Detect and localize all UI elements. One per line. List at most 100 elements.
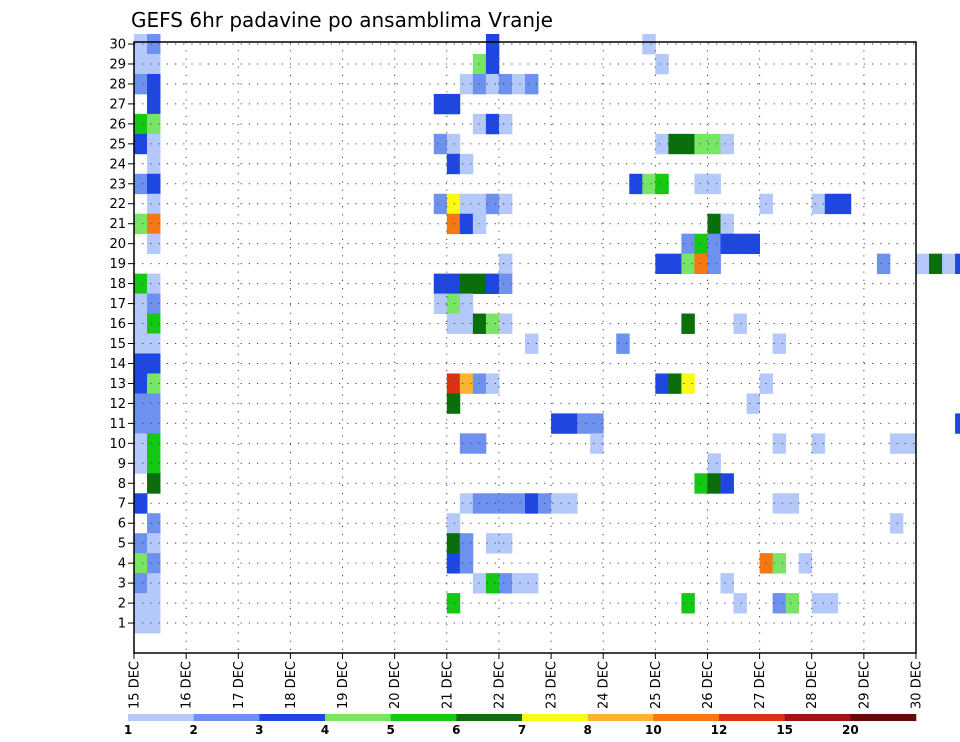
heatmap-cell (147, 593, 161, 614)
heatmap-cell (147, 133, 161, 155)
heatmap-cell (733, 313, 747, 334)
heatmap-cell (551, 493, 565, 514)
y-tick-label: 7 (118, 497, 126, 512)
heatmap-cell (134, 433, 148, 454)
heatmap-cell (707, 233, 721, 255)
heatmap-cell (459, 193, 474, 215)
heatmap-cell (134, 393, 148, 414)
heatmap-cell (902, 433, 917, 454)
legend-label: 10 (645, 723, 662, 737)
heatmap-cell (694, 133, 708, 155)
y-tick-label: 25 (109, 137, 126, 152)
x-tick-label: 22 DEC (492, 661, 507, 709)
heatmap-cell (772, 493, 787, 514)
heatmap-cell (916, 253, 930, 275)
heatmap-cell (134, 213, 148, 235)
heatmap-cell (746, 393, 760, 414)
heatmap-cell (459, 293, 474, 314)
heatmap-cell (147, 113, 161, 135)
heatmap-cell (668, 373, 682, 394)
y-tick-label: 15 (109, 337, 126, 352)
heatmap-cell (485, 273, 500, 294)
x-tick-label: 29 DEC (857, 661, 872, 709)
y-tick-label: 12 (109, 397, 126, 412)
heatmap-cell (446, 193, 461, 215)
y-tick-label: 19 (109, 257, 126, 272)
y-tick-label: 30 (109, 37, 126, 52)
heatmap-cell (929, 253, 943, 275)
y-tick-label: 17 (109, 297, 126, 312)
heatmap-cell (147, 233, 161, 255)
heatmap-cell (942, 253, 956, 275)
heatmap-cell (498, 273, 513, 294)
x-tick-label: 24 DEC (597, 661, 612, 709)
heatmap-cell (525, 573, 539, 594)
heatmap-cell (433, 273, 448, 294)
y-tick-label: 13 (109, 377, 126, 392)
heatmap-cell (446, 293, 461, 314)
legend-label: 5 (386, 723, 394, 737)
heatmap-cell (655, 53, 669, 75)
heatmap-cell (498, 113, 513, 135)
heatmap-cell (564, 493, 578, 514)
heatmap-cell (134, 53, 148, 75)
x-tick-label: 17 DEC (232, 661, 247, 709)
y-tick-label: 20 (109, 237, 126, 252)
heatmap-cell (485, 193, 500, 215)
heatmap-cell (525, 73, 539, 95)
y-tick-label: 8 (118, 477, 126, 492)
heatmap-cell (694, 233, 708, 255)
y-tick-label: 14 (109, 357, 126, 372)
heatmap-cell (668, 253, 682, 275)
legend-label: 20 (842, 723, 859, 737)
heatmap-cell (134, 573, 148, 594)
heatmap-cell (485, 373, 500, 394)
heatmap-cell (955, 413, 960, 434)
heatmap-cell (147, 533, 161, 554)
heatmap-cell (498, 193, 513, 215)
heatmap-cell (616, 333, 630, 354)
legend-label: 4 (321, 723, 329, 737)
heatmap-cell (446, 373, 461, 394)
heatmap-cell (446, 553, 461, 574)
heatmap-cell (746, 233, 760, 255)
heatmap-cell (134, 293, 148, 314)
heatmap-cell (147, 433, 161, 454)
heatmap-cell (485, 53, 500, 75)
heatmap-cell (720, 213, 734, 235)
heatmap-cell (147, 513, 161, 534)
heatmap-cell (642, 173, 656, 195)
heatmap-cell (147, 273, 161, 294)
heatmap-cell (811, 593, 826, 614)
y-tick-label: 24 (109, 157, 126, 172)
heatmap-cell (485, 34, 500, 55)
y-tick-label: 22 (109, 197, 126, 212)
legend-swatch (128, 714, 194, 721)
heatmap-cell (707, 173, 721, 195)
legend-label: 1 (124, 723, 132, 737)
heatmap-cell (147, 293, 161, 314)
heatmap-cell (147, 193, 161, 215)
legend-label: 6 (452, 723, 460, 737)
heatmap-cell (147, 153, 161, 175)
heatmap-cell (433, 293, 448, 314)
heatmap-cell (785, 593, 800, 614)
heatmap-cell (655, 133, 669, 155)
heatmap-cell (511, 73, 526, 95)
plot-frame (133, 41, 917, 654)
heatmap-cell (134, 453, 148, 474)
x-tick-label: 21 DEC (440, 661, 455, 709)
heatmap-cell (681, 593, 695, 614)
heatmap-cell (498, 493, 513, 514)
heatmap-cell (134, 553, 148, 574)
heatmap-cell (134, 333, 148, 354)
heatmap-cell (147, 553, 161, 574)
x-tick-label: 19 DEC (336, 661, 351, 709)
legend-label: 2 (189, 723, 197, 737)
legend-label: 12 (711, 723, 728, 737)
heatmap-cell (668, 133, 682, 155)
heatmap-cell (446, 93, 461, 115)
y-axis: 1234567891011121314151617181920212223242… (109, 37, 134, 632)
heatmap-cell (498, 313, 513, 334)
